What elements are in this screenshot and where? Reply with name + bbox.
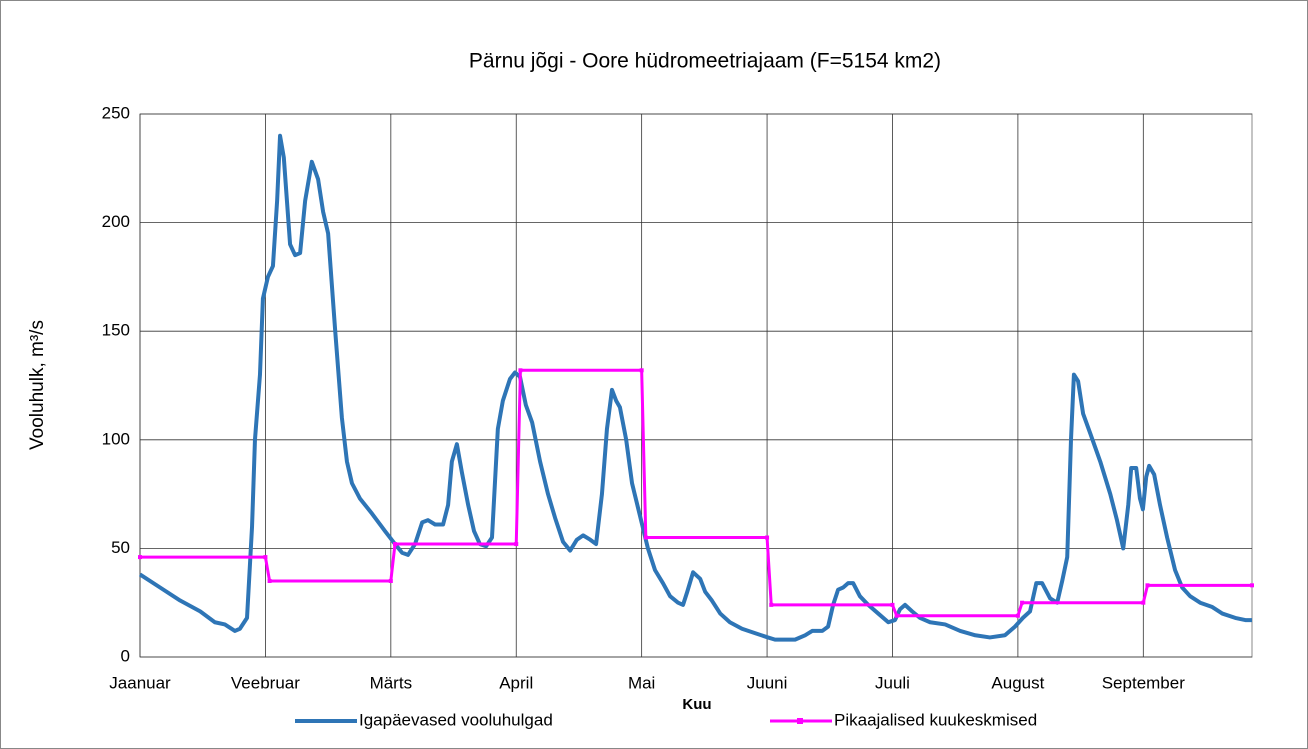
data-point — [639, 368, 644, 373]
data-point — [267, 578, 272, 583]
data-point — [765, 535, 770, 540]
data-point — [393, 542, 398, 547]
data-point — [1015, 613, 1020, 618]
x-tick-label: Märts — [370, 673, 413, 692]
legend-marker — [797, 718, 803, 724]
data-point — [388, 578, 393, 583]
legend-label: Pikaajalised kuukeskmised — [834, 710, 1037, 729]
x-tick-label: Mai — [628, 673, 655, 692]
x-tick-label: September — [1102, 673, 1185, 692]
legend-label: Igapäevased vooluhulgad — [359, 710, 553, 729]
data-point — [643, 535, 648, 540]
data-point — [894, 613, 899, 618]
x-tick-label: Veebruar — [231, 673, 300, 692]
data-point — [1250, 583, 1254, 588]
data-point — [1020, 600, 1025, 605]
data-point — [263, 555, 268, 560]
data-point — [1145, 583, 1150, 588]
x-tick-label: Juuli — [875, 673, 910, 692]
x-tick-label: Juuni — [747, 673, 788, 692]
y-tick-label: 50 — [111, 538, 130, 557]
x-tick-label: August — [991, 673, 1044, 692]
data-line — [140, 368, 1252, 618]
y-axis-label: Vooluhulk, m³/s — [27, 320, 48, 450]
data-point — [1141, 600, 1146, 605]
data-point — [769, 602, 774, 607]
data-point — [890, 602, 895, 607]
y-tick-label: 100 — [102, 429, 130, 448]
y-tick-label: 250 — [102, 103, 130, 122]
data-point — [518, 368, 523, 373]
x-axis-label: Kuu — [682, 696, 711, 713]
x-tick-label: April — [499, 673, 533, 692]
data-line — [138, 133, 1252, 642]
data-point — [514, 542, 519, 547]
chart-title: Pärnu jõgi - Oore hüdromeetriajaam (F=51… — [469, 50, 941, 73]
y-tick-label: 0 — [121, 646, 130, 665]
y-tick-label: 200 — [102, 212, 130, 231]
x-tick-label: Jaanuar — [109, 673, 171, 692]
y-tick-label: 150 — [102, 321, 130, 340]
data-point — [138, 555, 142, 560]
